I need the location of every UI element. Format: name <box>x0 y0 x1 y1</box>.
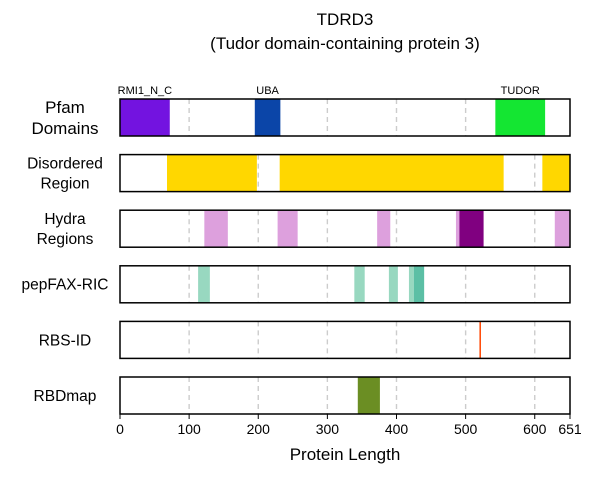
segment-0-1 <box>254 99 281 136</box>
x-tick-label-5: 500 <box>454 421 478 437</box>
segment-0-0 <box>120 99 170 136</box>
segment-2-3 <box>455 210 460 248</box>
segment-2-0 <box>204 210 228 248</box>
domain-label-0: RMI1_N_C <box>118 85 172 97</box>
segment-3-1 <box>354 265 365 303</box>
segment-3-3 <box>408 265 414 303</box>
segment-1-0 <box>167 154 257 192</box>
segment-2-2 <box>377 210 391 248</box>
x-tick-label-4: 400 <box>385 421 409 437</box>
track-label-2: Hydra Regions <box>37 211 94 248</box>
track-label-5: RBDmap <box>34 388 97 405</box>
x-tick-label-3: 300 <box>316 421 340 437</box>
segment-3-2 <box>388 265 398 303</box>
segment-1-1 <box>279 154 504 192</box>
domain-label-2: TUDOR <box>501 85 540 97</box>
track-frame-0 <box>119 98 571 137</box>
track-label-4: RBS-ID <box>39 332 92 349</box>
segment-2-5 <box>554 210 570 248</box>
segment-5-0 <box>357 377 380 414</box>
track-frame-3 <box>119 265 571 304</box>
track-frame-2 <box>119 209 571 248</box>
chart-title: TDRD3 <box>316 10 374 29</box>
segment-0-2 <box>495 99 546 136</box>
track-label-1: Disordered Region <box>27 156 103 193</box>
segment-1-2 <box>542 154 570 192</box>
track-frame-5 <box>119 376 571 415</box>
segment-3-4 <box>413 265 425 303</box>
x-tick-label-0: 0 <box>116 421 124 437</box>
track-frame-1 <box>119 153 571 193</box>
track-label-0: Pfam Domains <box>31 98 98 138</box>
x-tick-label-6: 600 <box>523 421 547 437</box>
chart-subtitle: (Tudor domain-containing protein 3) <box>210 34 480 53</box>
segment-2-4 <box>459 210 484 248</box>
x-tick-label-1: 100 <box>177 421 201 437</box>
segment-2-1 <box>277 210 298 248</box>
x-tick-label-7: 651 <box>558 421 582 437</box>
track-label-3: pepFAX-RIC <box>21 277 108 294</box>
segment-3-0 <box>198 265 210 303</box>
track-frame-4 <box>119 320 571 360</box>
x-axis-label: Protein Length <box>290 445 401 464</box>
segment-4-0 <box>479 321 481 359</box>
domain-label-1: UBA <box>256 85 279 97</box>
x-tick-label-2: 200 <box>247 421 271 437</box>
